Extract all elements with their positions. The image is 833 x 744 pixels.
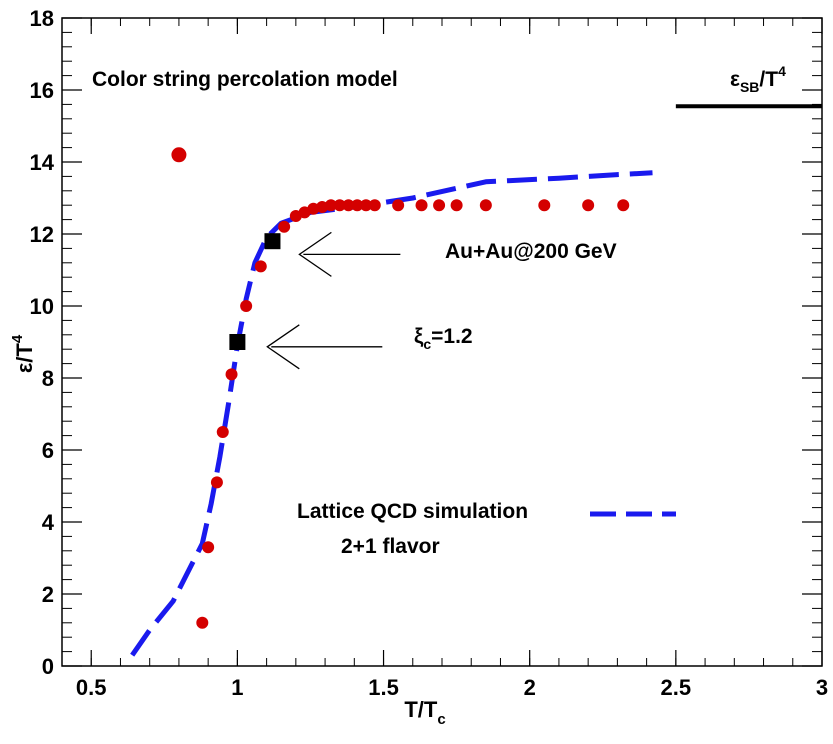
y-tick-label: 8 [42, 366, 54, 391]
percolation-point [392, 199, 405, 212]
x-axis-title-sub: c [437, 711, 445, 728]
percolation-point [342, 199, 355, 212]
sb-label-sup: 4 [778, 63, 786, 79]
legend-label-line2: 2+1 flavor [341, 535, 440, 558]
y-tick-label: 14 [30, 150, 55, 175]
rhic-markers-layer [229, 233, 281, 350]
percolation-point [216, 426, 229, 438]
percolation-point [433, 199, 446, 212]
x-tick-label: 2.5 [661, 675, 692, 700]
xi-annotation-symbol: ξ [414, 325, 424, 348]
lattice-qcd-line [130, 170, 653, 657]
sb-label-eps: ε [730, 68, 740, 91]
rhic-square-marker [229, 334, 246, 350]
y-tick-label: 18 [30, 6, 54, 31]
sb-limit-label: εSB/T4 [730, 63, 786, 95]
percolation-point [450, 199, 463, 212]
x-tick-label: 3 [816, 675, 828, 700]
percolation-point [278, 220, 291, 233]
percolation-point [351, 199, 364, 212]
percolation-point [171, 147, 187, 163]
percolation-point [617, 199, 630, 212]
percolation-point [538, 199, 551, 212]
percolation-points-layer [171, 147, 630, 629]
percolation-point [368, 199, 381, 212]
legend-label-line1: Lattice QCD simulation [297, 500, 528, 523]
xi-arrow-head [266, 324, 300, 370]
auau-arrow-head [298, 231, 332, 277]
percolation-point [196, 616, 209, 629]
percolation-point [415, 199, 428, 212]
auau-annotation: Au+Au@200 GeV [445, 240, 617, 263]
percolation-point [202, 541, 215, 554]
xi-annotation: ξc=1.2 [414, 325, 473, 352]
percolation-point [360, 199, 372, 212]
x-tick-label: 1 [231, 675, 243, 700]
model-title-annotation: Color string percolation model [92, 68, 398, 91]
y-tick-label: 0 [42, 654, 54, 679]
x-tick-label: 2 [524, 675, 536, 700]
rhic-square-marker [264, 233, 281, 250]
axis-tick-labels: 0.5 1 1.5 2 2.5 3 0 2 4 6 8 10 12 14 16 18 [30, 6, 829, 700]
y-tick-label: 2 [42, 582, 54, 607]
y-axis-title: ε/T4 [9, 334, 37, 373]
x-axis-title: T/Tc [404, 697, 445, 728]
xi-annotation-rest: =1.2 [431, 325, 472, 348]
xi-annotation-sub: c [423, 336, 431, 352]
x-axis-title-main: T/T [404, 697, 438, 722]
percolation-point [324, 199, 337, 212]
percolation-point [254, 260, 267, 273]
x-tick-label: 0.5 [76, 675, 107, 700]
annotation-arrows [266, 231, 401, 370]
percolation-point [479, 199, 492, 212]
axis-ticks [61, 17, 823, 667]
percolation-point [225, 368, 238, 381]
sb-label-sub: SB [740, 79, 759, 95]
y-tick-label: 6 [42, 438, 54, 463]
y-axis-title-sup: 4 [9, 334, 26, 343]
y-axis-title-main: ε/T [12, 343, 37, 374]
y-tick-label: 12 [30, 222, 54, 247]
x-tick-label: 1.5 [368, 675, 399, 700]
percolation-point [240, 300, 253, 312]
lattice-qcd-line-layer [130, 170, 653, 657]
y-tick-label: 16 [30, 78, 54, 103]
sb-label-rest: /T [759, 68, 778, 91]
percolation-point [333, 199, 346, 212]
y-tick-label: 4 [42, 510, 55, 535]
percolation-point [210, 476, 223, 489]
y-tick-label: 10 [30, 294, 54, 319]
percolation-point [582, 199, 595, 212]
